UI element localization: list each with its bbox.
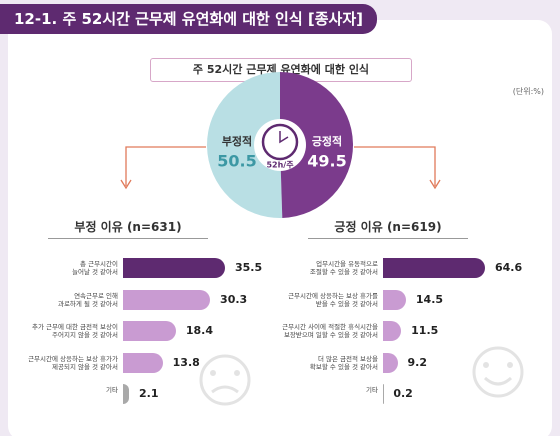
bar bbox=[123, 258, 225, 278]
bar bbox=[123, 289, 211, 310]
value-label: 11.5 bbox=[411, 324, 439, 337]
bar-label: 기타 bbox=[366, 386, 378, 394]
section-title: 긍정 이유 (n=619) bbox=[308, 218, 468, 239]
bar bbox=[123, 321, 176, 341]
slice-label: 부정적 bbox=[222, 134, 252, 148]
bar-label: 더 많은 금전적 보상을 확보할 수 있을 것 같아서 bbox=[309, 354, 378, 371]
bar-label: 근무시간에 상응하는 보상 휴가가 제공되지 않을 것 같아서 bbox=[28, 354, 118, 371]
center-label: 52h/주 bbox=[266, 161, 294, 170]
value-label: 64.6 bbox=[495, 261, 523, 274]
bar-label: 근무시간에 상응하는 보상 휴가를 받을 수 있을 것 같아서 bbox=[288, 291, 378, 308]
value-label: 18.4 bbox=[185, 324, 213, 337]
pie-slice bbox=[206, 72, 283, 218]
bar bbox=[383, 289, 406, 310]
clock-hands bbox=[279, 131, 289, 144]
clock bbox=[261, 123, 299, 161]
bar bbox=[123, 384, 130, 404]
value-label: 2.1 bbox=[139, 387, 159, 400]
pie: 52h/주 부정적 50.5 긍정적 49.5 bbox=[206, 72, 353, 218]
bar-label: 업무시간을 유동적으로 조절할 수 있을 것 같아서 bbox=[309, 260, 378, 276]
bar-label: 추가 근무에 대한 금전적 보상이 주어지지 않을 것 같아서 bbox=[31, 323, 118, 339]
section-title: 부정 이유 (n=631) bbox=[48, 218, 208, 239]
arrows bbox=[120, 146, 441, 190]
bar-label: 연속근무로 인해 과로하게 될 것 같아서 bbox=[57, 291, 118, 308]
slice-value: 49.5 bbox=[307, 152, 346, 171]
bar bbox=[383, 321, 402, 341]
bar-label: 기타 bbox=[106, 386, 118, 394]
bar-label: 총 근무시간이 늘어날 것 같아서 bbox=[72, 260, 118, 276]
value-label: 13.8 bbox=[172, 355, 200, 369]
bar bbox=[123, 352, 163, 373]
value-label: 9.2 bbox=[407, 355, 428, 369]
value-label: 14.5 bbox=[415, 292, 444, 306]
slice-value: 50.5 bbox=[217, 152, 256, 171]
value-label: 30.3 bbox=[220, 292, 248, 306]
pie-slice bbox=[280, 72, 353, 218]
bar-label: 근무시간 사이에 적절한 휴식시간을 보장받으며 일할 수 있을 것 같아서 bbox=[282, 323, 378, 339]
header-title: 12-1. 주 52시간 근무제 유연화에 대한 인식 [종사자] bbox=[0, 4, 377, 34]
slice-label: 긍정적 bbox=[312, 134, 342, 148]
value-label: 35.5 bbox=[235, 261, 263, 274]
faces bbox=[199, 346, 524, 406]
bar bbox=[383, 258, 485, 278]
value-label: 0.2 bbox=[393, 387, 413, 400]
unit-label: (단위:%) bbox=[512, 87, 544, 96]
bar bbox=[383, 352, 398, 373]
